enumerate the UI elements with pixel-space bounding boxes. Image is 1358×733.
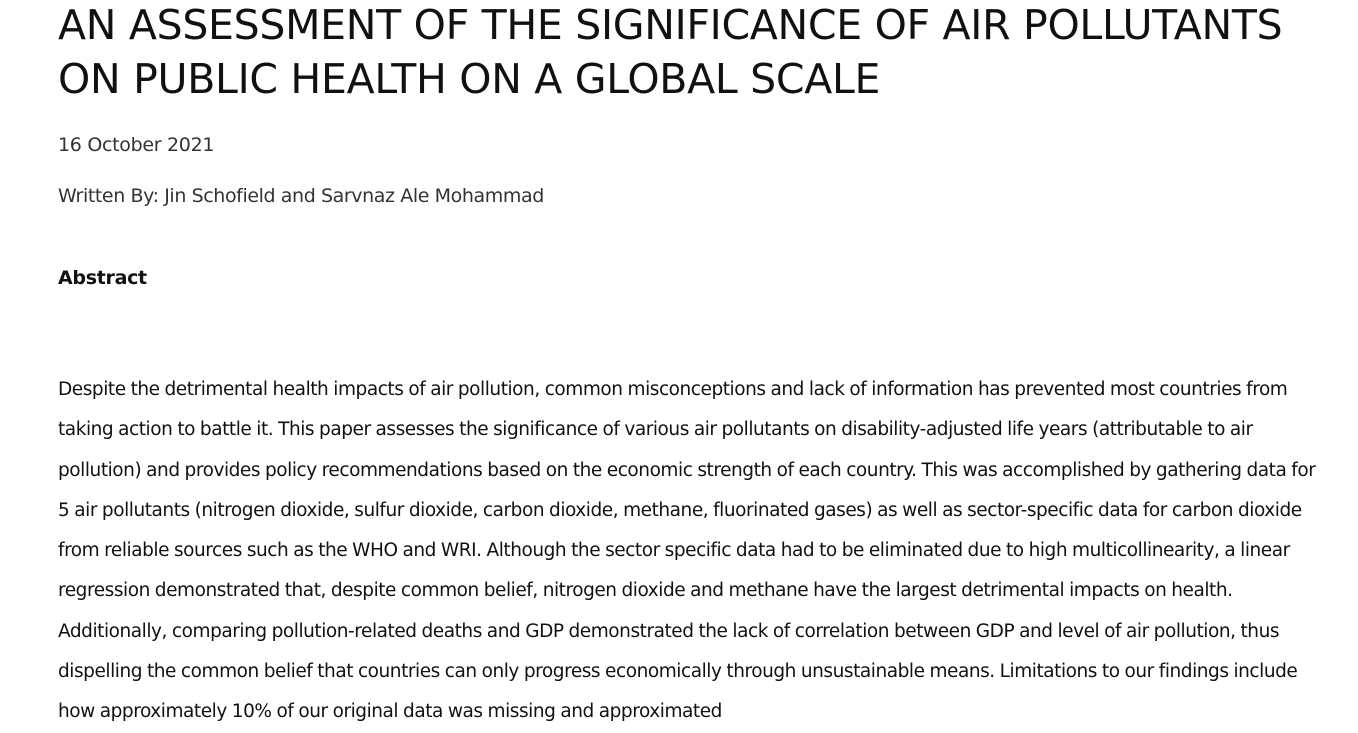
abstract-heading: Abstract [58, 267, 147, 289]
article-title: AN ASSESSMENT OF THE SIGNIFICANCE OF AIR… [58, 1, 1283, 103]
abstract-text: Despite the detrimental health impacts o… [58, 379, 1316, 723]
author-byline: Written By: Jin Schofield and Sarvnaz Al… [58, 185, 544, 207]
article: AN ASSESSMENT OF THE SIGNIFICANCE OF AIR… [58, 0, 1328, 733]
publish-date: 16 October 2021 [58, 134, 215, 156]
